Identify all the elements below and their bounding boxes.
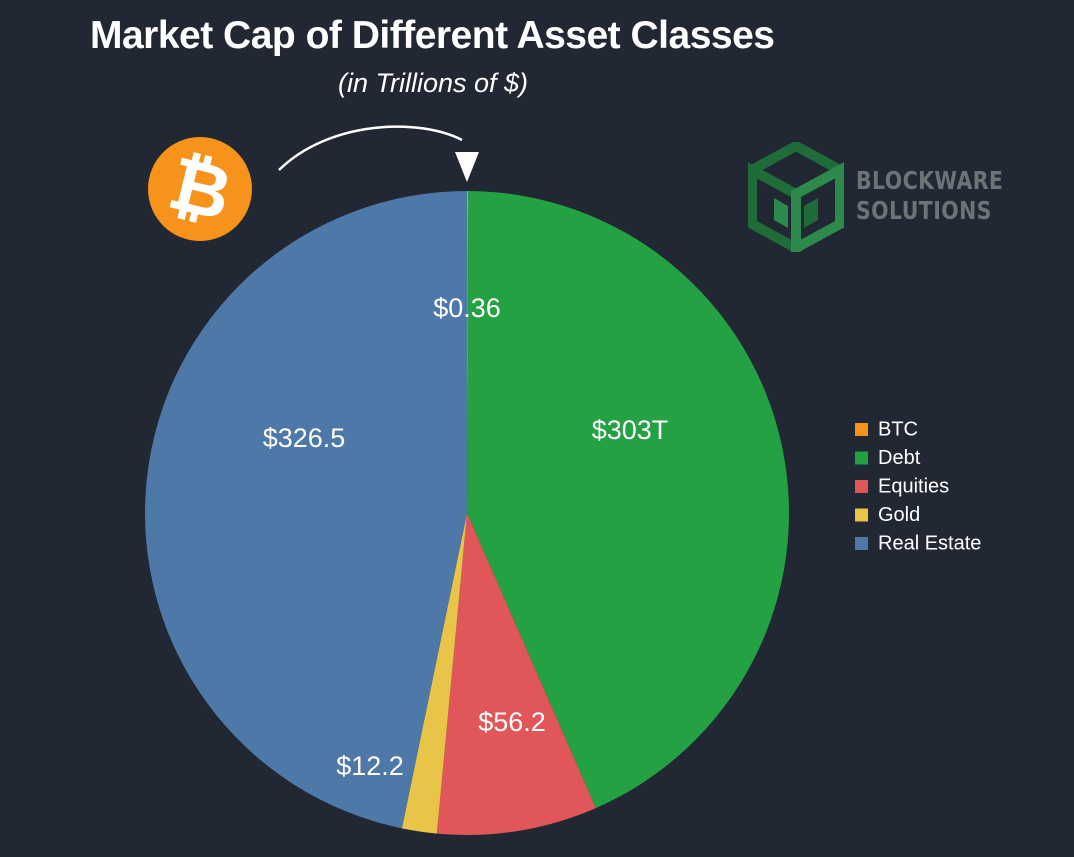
brand-line-2: SOLUTIONS — [856, 196, 992, 225]
legend-swatch-equities — [855, 480, 868, 493]
pie-slice-btc — [467, 191, 469, 513]
legend-swatch-btc — [855, 423, 868, 436]
legend-swatch-real-estate — [855, 537, 868, 550]
chart-subtitle: (in Trillions of $) — [338, 68, 529, 98]
brand-line-1: BLOCKWARE — [856, 166, 1004, 195]
legend-swatch-debt — [855, 451, 868, 465]
blockware-logo-icon — [748, 142, 844, 252]
data-label-real-estate: $326.5 — [263, 423, 346, 453]
pointer-arrow-icon — [278, 125, 463, 171]
data-label-debt: $303T — [592, 415, 669, 445]
chart-title: Market Cap of Different Asset Classes — [90, 14, 775, 57]
pie-slice-real-estate — [145, 191, 467, 829]
legend-swatch-gold — [855, 508, 868, 522]
pie-slice-equities — [436, 513, 596, 835]
legend-label-debt: Debt — [878, 447, 921, 469]
pie-slice-debt — [467, 191, 789, 809]
legend-label-real-estate: Real Estate — [878, 532, 981, 554]
data-label-equities: $56.2 — [478, 707, 546, 737]
pointer-arrowhead-icon — [455, 152, 479, 182]
legend-label-btc: BTC — [878, 418, 918, 440]
pie-slice-gold — [401, 513, 467, 834]
bitcoin-icon: ₿ — [148, 137, 252, 241]
data-label-gold: $12.2 — [336, 751, 404, 781]
legend-label-gold: Gold — [878, 504, 920, 526]
brand-name: BLOCKWARE SOLUTIONS — [856, 166, 1003, 226]
legend-label-equities: Equities — [878, 475, 949, 497]
data-label-btc: $0.36 — [433, 293, 501, 323]
